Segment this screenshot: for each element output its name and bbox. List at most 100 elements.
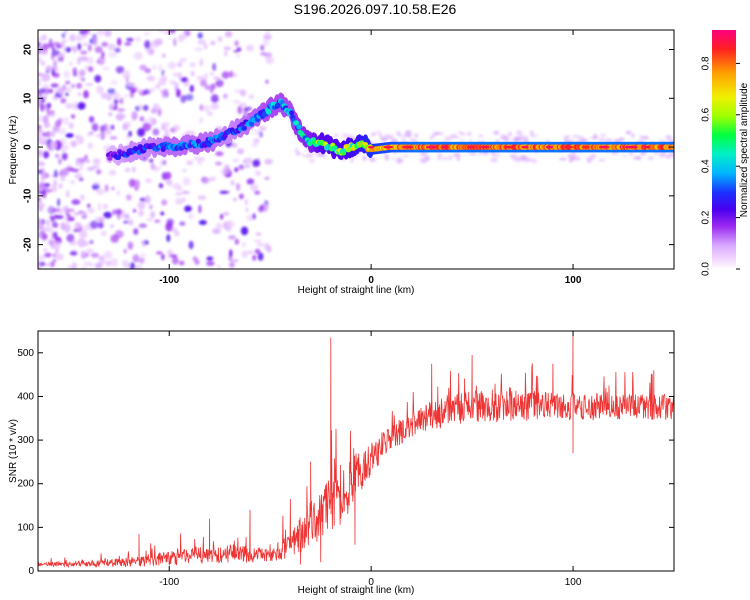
spectrogram-noise-blob — [210, 40, 216, 46]
spectrogram-noise-blob — [60, 97, 67, 104]
spectrogram-noise-blob — [122, 70, 131, 79]
ridge-peak — [545, 145, 554, 149]
spectrogram-noise-blob — [98, 221, 104, 229]
spectrogram-noise-blob — [444, 136, 453, 142]
spectrogram-noise-blob — [478, 134, 484, 138]
spectrogram-noise-blob — [65, 144, 69, 151]
spectrogram-noise-blob — [112, 92, 120, 100]
snr-series-line — [38, 331, 674, 569]
spectrogram-noise-blob — [152, 65, 157, 70]
spectrogram-noise-blob — [57, 206, 63, 215]
colorbar-tick-label: 0.2 — [701, 210, 712, 224]
spectrogram-noise-blob — [194, 259, 200, 265]
spectrogram-noise-blob — [598, 158, 605, 162]
spectrogram-marks — [38, 30, 674, 269]
spectrogram-noise-blob — [96, 188, 105, 196]
spectrogram-noise-blob — [149, 49, 154, 54]
spectrogram-noise-blob — [215, 79, 224, 88]
spectrogram-noise-blob — [226, 220, 231, 228]
spectrogram-noise-blob — [460, 132, 467, 136]
spectrogram-noise-blob — [153, 168, 159, 173]
spectrogram-noise-blob — [82, 42, 90, 47]
spectrogram-noise-blob — [38, 114, 42, 123]
spectrogram-noise-blob — [642, 135, 649, 140]
spectrogram-noise-blob — [128, 130, 132, 137]
spectrogram-noise-blob — [264, 176, 270, 180]
spectrogram-noise-blob — [530, 130, 534, 136]
spectrogram-noise-blob — [448, 155, 453, 161]
spectrogram-noise-blob — [41, 73, 51, 82]
spectrogram-noise-blob — [110, 258, 119, 267]
spectrogram-noise-blob — [143, 32, 150, 36]
spectrogram-noise-blob — [507, 131, 513, 137]
spectrogram-noise-blob — [395, 158, 404, 164]
spectrogram-noise-blob — [50, 83, 59, 88]
x-tick-label: 100 — [565, 577, 582, 588]
spectrogram-noise-blob — [648, 156, 654, 161]
spectrogram-noise-blob — [139, 257, 145, 263]
spectrogram-noise-blob — [98, 202, 102, 211]
spectrogram-noise-blob — [165, 171, 172, 180]
snr-panel: -100 0 100 0 100 200 300 400 500 Height of stra… — [8, 330, 675, 596]
spectrogram-noise-blob — [86, 248, 94, 254]
spectrogram-noise-blob — [437, 155, 442, 161]
spectrogram-noise-blob — [77, 92, 82, 96]
spectrogram-noise-blob — [220, 190, 230, 194]
spectrogram-noise-blob — [490, 157, 498, 163]
spectrogram-noise-blob — [142, 240, 146, 248]
spectrogram-noise-blob — [200, 79, 207, 87]
x-tick-label: -100 — [159, 275, 179, 286]
spectrogram-noise-blob — [224, 31, 233, 38]
spectrogram-noise-blob — [157, 64, 163, 72]
chart-title: S196.2026.097.10.58.E26 — [293, 1, 457, 17]
spectrogram-noise-blob — [49, 38, 53, 45]
spectrogram-noise-blob — [239, 102, 247, 107]
spectrogram-noise-blob — [39, 261, 46, 267]
spectrogram-noise-blob — [41, 132, 48, 137]
spectrogram-noise-blob — [165, 179, 173, 185]
spectrogram-noise-blob — [60, 138, 67, 145]
snr-x-ticks: -100 0 100 — [159, 331, 582, 588]
spectrogram-noise-blob — [72, 102, 79, 111]
spectrogram-noise-blob — [257, 252, 264, 261]
spectrogram-noise-blob — [257, 172, 262, 176]
spectrogram-noise-blob — [47, 43, 55, 48]
spectrogram-noise-blob — [94, 262, 103, 269]
spectrogram-noise-blob — [527, 158, 534, 162]
spectrogram-noise-blob — [223, 46, 232, 51]
spectrogram-noise-blob — [190, 70, 195, 77]
spectrogram-noise-blob — [227, 235, 237, 240]
spectrogram-noise-blob — [129, 90, 134, 98]
spectrogram-noise-blob — [176, 88, 181, 98]
spectrogram-noise-blob — [104, 30, 112, 37]
spectrogram-noise-blob — [206, 261, 215, 266]
spectrogram-noise-blob — [158, 76, 168, 82]
spectrogram-noise-blob — [185, 130, 192, 135]
spectrogram-noise-blob — [116, 108, 126, 112]
spectrogram-noise-blob — [44, 226, 53, 233]
spectrogram-noise-blob — [175, 197, 184, 205]
spectrogram-noise-blob — [138, 209, 145, 217]
spectrogram-noise-blob — [160, 211, 165, 216]
y-tick-label: 200 — [17, 479, 34, 490]
spectrogram-noise-blob — [87, 131, 92, 137]
spectrogram-noise-blob — [248, 94, 255, 99]
spectrogram-noise-blob — [65, 87, 72, 93]
spectrogram-noise-blob — [100, 230, 108, 236]
colorbar-tick-label: 0.0 — [701, 262, 712, 276]
spectrogram-noise-blob — [350, 157, 354, 163]
y-tick-label: 300 — [17, 435, 34, 446]
spectrogram-noise-blob — [81, 240, 90, 247]
ridge-peak — [383, 145, 394, 149]
spectrogram-noise-blob — [442, 157, 448, 161]
spectrogram-noise-blob — [146, 75, 156, 82]
spectrogram-noise-blob — [113, 98, 118, 105]
spectrogram-noise-blob — [197, 195, 207, 200]
snr-y-label: SNR (10 * v/v) — [8, 419, 19, 483]
spectrogram-noise-blob — [196, 161, 203, 165]
spectrogram-noise-blob — [90, 252, 99, 258]
spectrogram-noise-blob — [456, 154, 461, 157]
spectrogram-noise-blob — [410, 138, 416, 142]
spectrogram-noise-blob — [64, 216, 68, 221]
spectrogram-noise-blob — [53, 259, 56, 263]
